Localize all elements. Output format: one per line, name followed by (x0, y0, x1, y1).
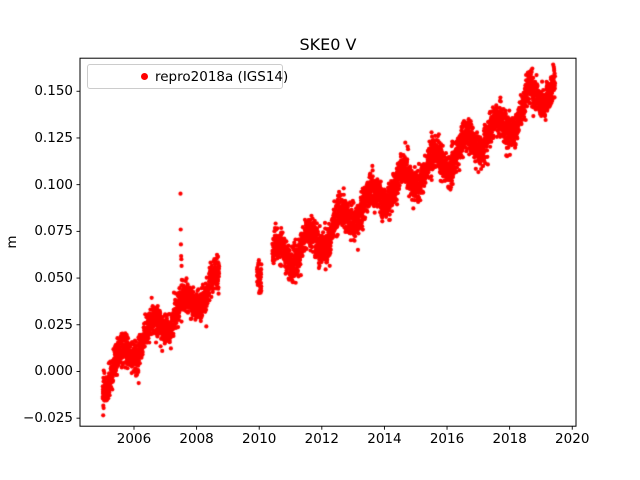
x-tick-label: 2010 (242, 431, 277, 447)
x-tick-label: 2020 (555, 431, 590, 447)
x-tick-label: 2008 (179, 431, 214, 447)
x-tick-label: 2014 (367, 431, 402, 447)
y-tick-label: 0.000 (34, 363, 73, 380)
axes-border (79, 57, 577, 427)
x-axis-ticks (133, 426, 573, 430)
y-tick-label: 0.100 (34, 176, 73, 193)
y-tick-label: 0.025 (34, 316, 73, 333)
x-tick-label: 2016 (429, 431, 465, 447)
y-tick-label: 0.075 (34, 223, 73, 240)
chart-title: SKE0 V (299, 35, 357, 54)
legend-entry-label: repro2018a (IGS14) (155, 68, 289, 85)
x-tick-label: 2012 (304, 431, 339, 447)
y-tick-label: 0.125 (34, 129, 73, 146)
y-axis-ticks (76, 90, 80, 419)
x-tick-label: 2018 (492, 431, 527, 447)
x-tick-label: 2006 (116, 431, 152, 447)
y-tick-label: 0.150 (34, 83, 73, 100)
legend-dot-marker-icon (141, 73, 148, 80)
y-tick-label: −0.025 (23, 410, 73, 427)
y-tick-label: 0.050 (34, 270, 73, 287)
legend: repro2018a (IGS14) (87, 64, 288, 89)
